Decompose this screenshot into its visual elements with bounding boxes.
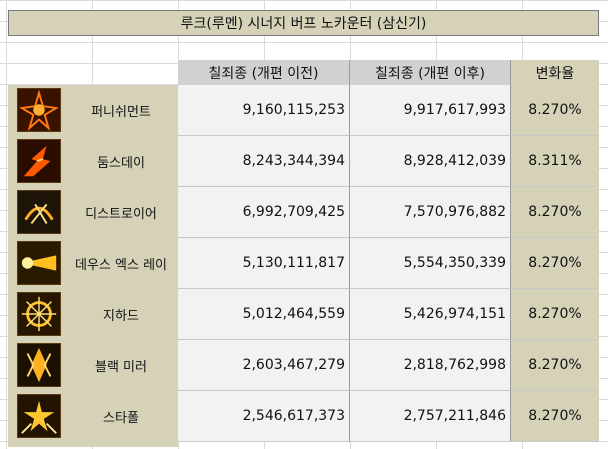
table-row: 둠스데이 8,243,344,394 8,928,412,039 8.311% bbox=[8, 136, 599, 187]
skill-name[interactable]: 퍼니쉬먼트 bbox=[91, 105, 151, 120]
value-after[interactable]: 2,757,211,846 bbox=[350, 391, 511, 442]
table-row: 데우스 엑스 레이 5,130,111,817 5,554,350,339 8.… bbox=[8, 238, 599, 289]
skill-name[interactable]: 둠스데이 bbox=[97, 156, 145, 171]
punishment-skill-icon bbox=[17, 88, 61, 132]
value-after[interactable]: 9,917,617,993 bbox=[350, 85, 511, 136]
value-before[interactable]: 2,603,467,279 bbox=[178, 340, 350, 391]
table-title[interactable]: 루크(루멘) 시너지 버프 노카운터 (삼신기) bbox=[8, 10, 599, 36]
skill-name[interactable]: 지하드 bbox=[103, 309, 139, 324]
value-rate[interactable]: 8.270% bbox=[511, 340, 599, 391]
header-after[interactable]: 칠죄종 (개편 이후) bbox=[350, 60, 511, 85]
value-after[interactable]: 5,554,350,339 bbox=[350, 238, 511, 289]
skill-name[interactable]: 블랙 미러 bbox=[95, 360, 147, 375]
starfall-skill-icon bbox=[17, 394, 61, 438]
skill-name[interactable]: 스타폴 bbox=[103, 411, 139, 426]
deus-ex-ray-skill-icon bbox=[17, 241, 61, 285]
jihad-skill-icon bbox=[17, 292, 61, 336]
value-after[interactable]: 7,570,976,882 bbox=[350, 187, 511, 238]
table-row: 스타폴 2,546,617,373 2,757,211,846 8.270% bbox=[8, 391, 599, 442]
value-rate[interactable]: 8.270% bbox=[511, 289, 599, 340]
table-row: 지하드 5,012,464,559 5,426,974,151 8.270% bbox=[8, 289, 599, 340]
table-row: 블랙 미러 2,603,467,279 2,818,762,998 8.270% bbox=[8, 340, 599, 391]
skill-name[interactable]: 데우스 엑스 레이 bbox=[75, 258, 167, 273]
header-rate[interactable]: 변화율 bbox=[511, 60, 599, 85]
value-rate[interactable]: 8.311% bbox=[511, 136, 599, 187]
value-after[interactable]: 8,928,412,039 bbox=[350, 136, 511, 187]
skill-name[interactable]: 디스트로이어 bbox=[85, 207, 157, 222]
value-rate[interactable]: 8.270% bbox=[511, 187, 599, 238]
value-rate[interactable]: 8.270% bbox=[511, 238, 599, 289]
value-before[interactable]: 6,992,709,425 bbox=[178, 187, 350, 238]
value-before[interactable]: 5,012,464,559 bbox=[178, 289, 350, 340]
doomsday-skill-icon bbox=[17, 139, 61, 183]
value-rate[interactable]: 8.270% bbox=[511, 85, 599, 136]
black-mirror-skill-icon bbox=[17, 343, 61, 387]
value-after[interactable]: 5,426,974,151 bbox=[350, 289, 511, 340]
destroyer-skill-icon bbox=[17, 190, 61, 234]
table-row: 디스트로이어 6,992,709,425 7,570,976,882 8.270… bbox=[8, 187, 599, 238]
value-before[interactable]: 8,243,344,394 bbox=[178, 136, 350, 187]
value-before[interactable]: 5,130,111,817 bbox=[178, 238, 350, 289]
value-rate[interactable]: 8.270% bbox=[511, 391, 599, 442]
value-before[interactable]: 9,160,115,253 bbox=[178, 85, 350, 136]
value-after[interactable]: 2,818,762,998 bbox=[350, 340, 511, 391]
value-before[interactable]: 2,546,617,373 bbox=[178, 391, 350, 442]
header-before[interactable]: 칠죄종 (개편 이전) bbox=[178, 60, 350, 85]
table-row: 퍼니쉬먼트 9,160,115,253 9,917,617,993 8.270% bbox=[8, 85, 599, 136]
